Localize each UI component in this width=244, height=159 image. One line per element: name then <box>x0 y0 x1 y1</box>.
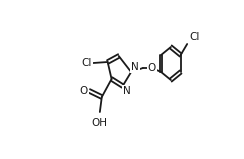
Text: N: N <box>123 86 130 96</box>
Text: O: O <box>148 63 156 73</box>
Text: OH: OH <box>92 118 108 128</box>
Text: Cl: Cl <box>82 58 92 68</box>
Text: Cl: Cl <box>189 32 200 42</box>
Text: O: O <box>80 86 88 96</box>
Text: N: N <box>131 62 139 72</box>
